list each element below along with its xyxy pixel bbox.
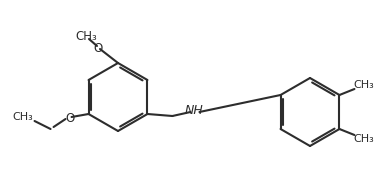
- Text: CH₃: CH₃: [353, 134, 374, 144]
- Text: NH: NH: [185, 105, 204, 118]
- Text: CH₃: CH₃: [353, 80, 374, 90]
- Text: CH₃: CH₃: [12, 112, 33, 122]
- Text: O: O: [93, 41, 103, 54]
- Text: O: O: [65, 113, 74, 126]
- Text: CH₃: CH₃: [75, 31, 97, 44]
